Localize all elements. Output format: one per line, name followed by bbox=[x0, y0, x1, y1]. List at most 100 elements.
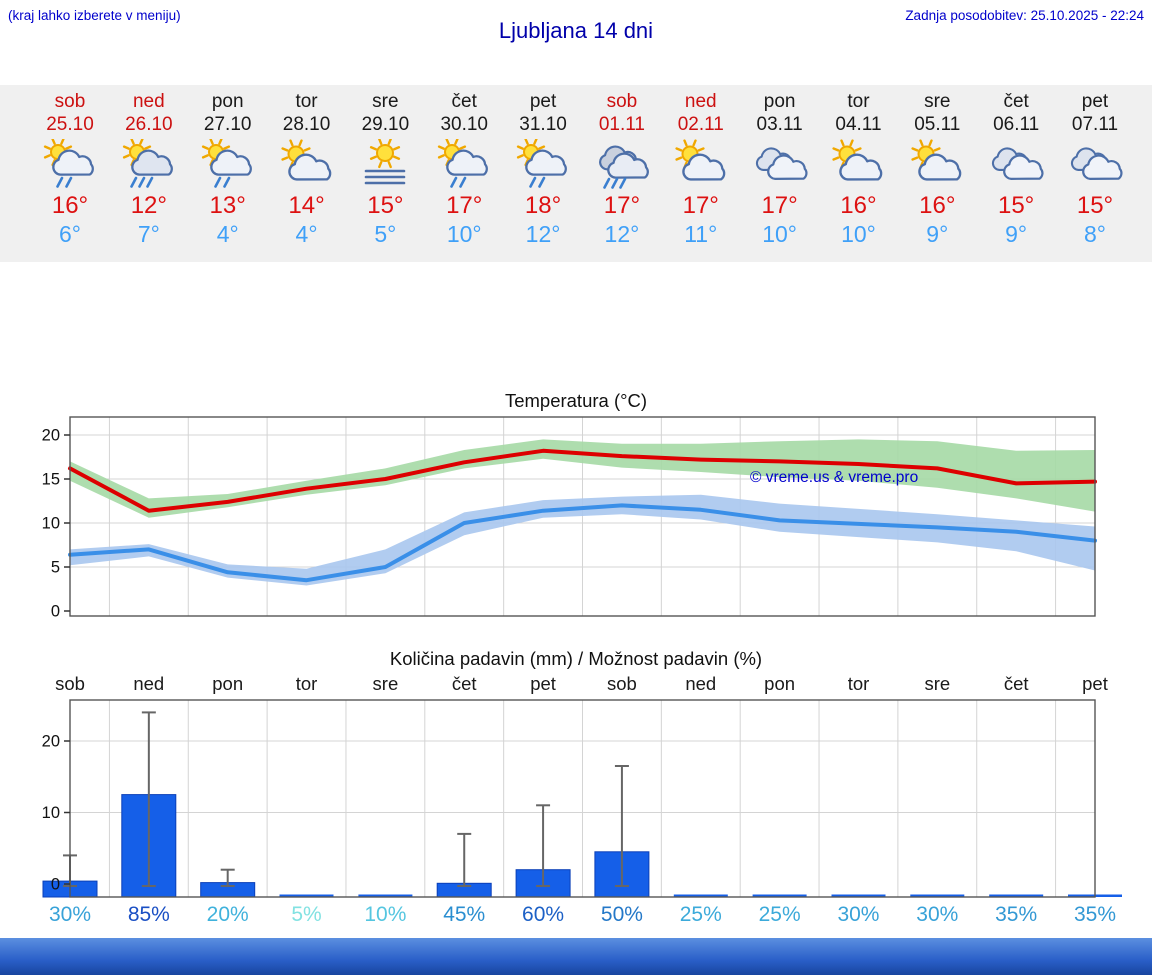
sun-cloud-icon bbox=[825, 139, 891, 189]
precip-probability: 45% bbox=[443, 903, 486, 926]
day-label: čet bbox=[1004, 673, 1029, 694]
day-label: pet bbox=[1082, 673, 1108, 694]
day-high-temp: 17° bbox=[761, 192, 798, 219]
forecast-day: pon 03.11 17° 10° bbox=[740, 85, 819, 262]
day-low-temp: 10° bbox=[841, 221, 876, 247]
forecast-day: sre 29.10 15° 5° bbox=[346, 85, 425, 262]
day-low-temp: 6° bbox=[59, 221, 81, 247]
forecast-day: čet 06.11 15° 9° bbox=[977, 85, 1056, 262]
day-name: čet bbox=[451, 91, 477, 112]
precip-probability: 30% bbox=[48, 903, 92, 926]
y-tick-label: 5 bbox=[51, 559, 60, 577]
sun-cloud-showers-icon bbox=[510, 137, 576, 189]
precip-probability: 50% bbox=[600, 903, 643, 926]
day-low-temp: 4° bbox=[216, 221, 239, 247]
day-label: tor bbox=[296, 673, 318, 694]
forecast-strip: sob 25.10 16° 6° ned 26.10 12° 7° pon 27.10 13° 4° t… bbox=[0, 85, 1152, 262]
y-tick-label: 10 bbox=[42, 515, 60, 533]
cloud-rain-icon bbox=[589, 139, 655, 189]
day-low-temp: 5° bbox=[374, 221, 397, 247]
day-date: 06.11 bbox=[993, 114, 1040, 135]
forecast-day: čet 30.10 17° 10° bbox=[425, 85, 504, 262]
forecast-day: ned 02.11 17° 11° bbox=[661, 85, 740, 262]
precip-bar bbox=[358, 894, 413, 897]
precipitation-chart-title: Količina padavin (mm) / Možnost padavin … bbox=[389, 648, 763, 669]
precip-probability: 60% bbox=[522, 903, 565, 926]
forecast-day: sre 05.11 16° 9° bbox=[898, 85, 977, 262]
day-name: ned bbox=[132, 91, 165, 112]
forecast-day: pet 31.10 18° 12° bbox=[504, 85, 583, 262]
forecast-day: sob 25.10 16° 6° bbox=[31, 85, 110, 262]
day-label: sob bbox=[607, 673, 637, 694]
day-high-temp: 17° bbox=[682, 192, 719, 219]
day-date: 07.11 bbox=[1071, 114, 1119, 135]
day-date: 01.11 bbox=[598, 114, 645, 135]
day-date: 30.10 bbox=[440, 114, 488, 135]
day-low-temp: 7° bbox=[137, 221, 160, 247]
sun-cloud-heavy-showers-icon bbox=[116, 137, 182, 189]
y-tick-label: 10 bbox=[42, 804, 60, 822]
sun-fog-icon bbox=[352, 137, 418, 189]
day-high-temp: 17° bbox=[603, 192, 641, 219]
precip-bar bbox=[279, 894, 334, 897]
day-low-temp: 12° bbox=[604, 221, 640, 247]
sun-cloud-showers-icon bbox=[195, 137, 261, 189]
last-update-timestamp: Zadnja posodobitev: 25.10.2025 - 22:24 bbox=[905, 8, 1144, 23]
precip-probability: 20% bbox=[206, 903, 249, 926]
day-high-temp: 18° bbox=[524, 192, 562, 219]
day-name: sob bbox=[54, 91, 86, 112]
forecast-day: tor 28.10 14° 4° bbox=[267, 85, 346, 262]
cloudy-icon bbox=[983, 139, 1049, 189]
forecast-day: pet 07.11 15° 8° bbox=[1056, 85, 1135, 262]
precip-probability: 35% bbox=[995, 903, 1038, 926]
max-temp-band bbox=[70, 439, 1095, 518]
day-name: tor bbox=[295, 91, 318, 112]
cloudy-icon bbox=[1062, 139, 1128, 189]
day-low-temp: 12° bbox=[525, 221, 561, 247]
precip-bar bbox=[752, 894, 807, 897]
day-high-temp: 16° bbox=[51, 192, 89, 219]
sun-cloud-showers-icon bbox=[431, 137, 497, 189]
day-label: sob bbox=[55, 673, 85, 694]
precip-bar bbox=[831, 894, 886, 897]
precip-probability: 10% bbox=[364, 903, 407, 926]
day-low-temp: 10° bbox=[446, 221, 482, 247]
cloudy-icon bbox=[747, 139, 813, 189]
day-high-temp: 15° bbox=[367, 192, 404, 219]
day-label: sre bbox=[924, 673, 950, 694]
day-label: sre bbox=[373, 673, 399, 694]
sun-cloud-showers-icon bbox=[37, 137, 103, 189]
min-temp-line bbox=[68, 503, 1097, 583]
day-label: ned bbox=[685, 673, 716, 694]
day-high-temp: 17° bbox=[446, 192, 483, 219]
temperature-chart-title: Temperatura (°C) bbox=[504, 390, 648, 411]
day-low-temp: 11° bbox=[684, 221, 718, 247]
day-label: ned bbox=[133, 673, 164, 694]
day-high-temp: 12° bbox=[130, 192, 167, 219]
day-high-temp: 16° bbox=[919, 192, 956, 219]
precip-probability-row: 30% 85% 20% 5% 10% 45% 60% 50% 25% 25% 30% 30% 35% 35… bbox=[0, 903, 1152, 933]
day-high-temp: 15° bbox=[1076, 192, 1114, 219]
watermark-link[interactable]: © vreme.us & vreme.pro bbox=[750, 469, 918, 486]
y-tick-label: 15 bbox=[42, 471, 60, 489]
precip-bar bbox=[910, 894, 965, 897]
forecast-day: ned 26.10 12° 7° bbox=[109, 85, 188, 262]
day-name: pet bbox=[529, 91, 557, 112]
max-temp-line bbox=[68, 448, 1097, 513]
day-high-temp: 15° bbox=[997, 192, 1035, 219]
day-date: 02.11 bbox=[677, 114, 724, 135]
forecast-day: pon 27.10 13° 4° bbox=[188, 85, 267, 262]
day-name: sre bbox=[372, 91, 399, 112]
day-label: pon bbox=[212, 673, 243, 694]
day-name: pon bbox=[211, 91, 244, 112]
page-title: Ljubljana 14 dni bbox=[498, 18, 654, 43]
day-high-temp: 13° bbox=[209, 192, 246, 219]
forecast-day: sob 01.11 17° 12° bbox=[582, 85, 661, 262]
day-name: pet bbox=[1081, 91, 1109, 112]
footer-bar bbox=[0, 938, 1152, 975]
day-high-temp: 16° bbox=[840, 192, 877, 219]
day-name: pon bbox=[763, 91, 796, 112]
precip-bar bbox=[673, 894, 728, 897]
day-name: sre bbox=[924, 91, 951, 112]
precip-probability: 25% bbox=[679, 903, 722, 926]
